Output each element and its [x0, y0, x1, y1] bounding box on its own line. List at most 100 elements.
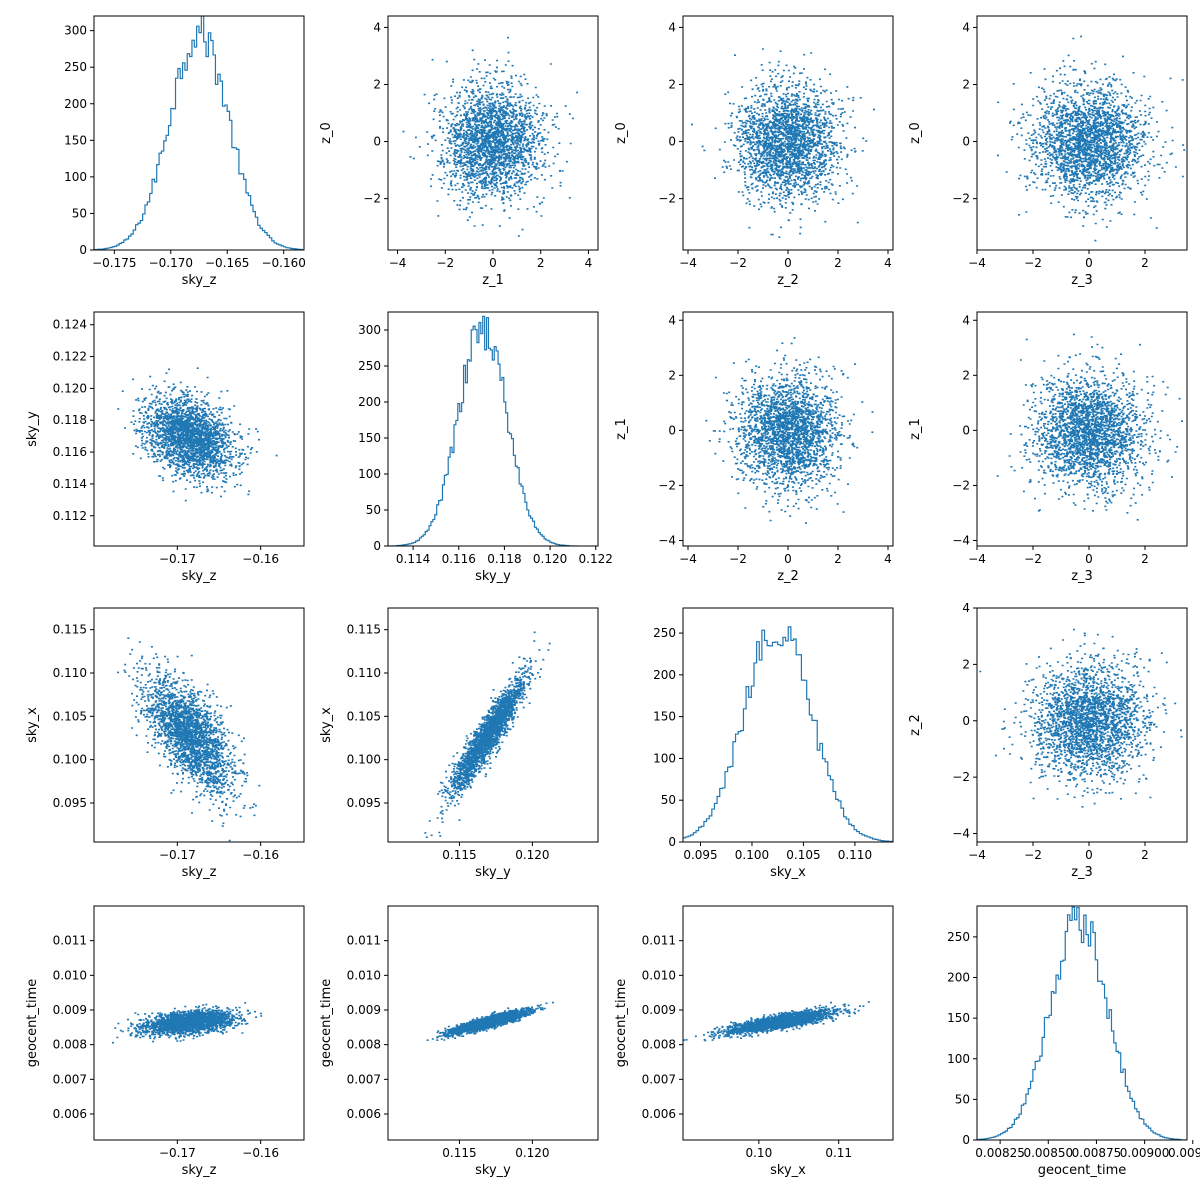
- x-tick-label: −0.16: [242, 1146, 279, 1160]
- x-tick-label: −2: [1024, 552, 1042, 566]
- y-tick-label: 0: [962, 1133, 970, 1147]
- y-tick-label: −4: [658, 533, 676, 547]
- y-tick-label: −2: [952, 478, 970, 492]
- x-axis-label: sky_z: [182, 1163, 217, 1178]
- y-tick-label: 150: [64, 133, 87, 147]
- axes-frame: [976, 905, 1188, 1141]
- plot-area-p00: [94, 16, 304, 250]
- plot-area-p10: [117, 367, 278, 502]
- x-tick-label: 0: [784, 552, 792, 566]
- y-axis-label: z_1: [614, 418, 629, 440]
- y-tick-label: 2: [962, 77, 970, 91]
- x-tick-label: 0.00825: [975, 1146, 1025, 1160]
- y-tick-label: −4: [952, 533, 970, 547]
- x-tick-label: −0.16: [242, 552, 279, 566]
- y-axis-label: z_1: [908, 418, 923, 440]
- x-axis-label: sky_z: [182, 865, 217, 880]
- x-axis-label: sky_z: [182, 273, 217, 288]
- histogram-step-line: [94, 16, 304, 250]
- x-tick-label: 0.100: [735, 848, 769, 862]
- x-tick-label: −0.17: [159, 848, 196, 862]
- y-axis-label: z_2: [908, 714, 923, 736]
- y-tick-label: 0.100: [347, 753, 381, 767]
- x-tick-label: 0.120: [515, 1146, 549, 1160]
- x-tick-label: −4: [389, 256, 407, 270]
- y-tick-label: 200: [64, 97, 87, 111]
- y-tick-label: 150: [947, 1011, 970, 1025]
- y-tick-label: 300: [64, 24, 87, 38]
- scatter-points: [691, 48, 875, 239]
- x-tick-label: 4: [884, 552, 892, 566]
- histogram-step-line: [388, 315, 579, 546]
- y-axis-label: z_0: [908, 122, 923, 144]
- plot-area-p22: [683, 626, 893, 842]
- histogram-step-line: [683, 626, 893, 842]
- y-tick-label: 4: [962, 601, 970, 615]
- x-tick-label: 0.110: [838, 848, 872, 862]
- plot-area-p01: [402, 36, 579, 237]
- y-tick-label: 2: [962, 368, 970, 382]
- y-tick-label: 0: [962, 135, 970, 149]
- x-tick-label: −0.170: [149, 256, 193, 270]
- x-tick-label: −0.175: [92, 256, 136, 270]
- y-tick-label: 0.009: [642, 1003, 676, 1017]
- y-tick-label: 0.008: [642, 1038, 676, 1052]
- x-axis-label: z_2: [777, 273, 799, 288]
- y-axis-label: sky_x: [25, 707, 40, 743]
- y-tick-label: −2: [952, 192, 970, 206]
- y-tick-label: 0.009: [347, 1003, 381, 1017]
- axes-frame: [682, 607, 894, 843]
- y-tick-label: 0.011: [642, 934, 676, 948]
- y-tick-label: 0.114: [53, 477, 87, 491]
- y-tick-label: 250: [947, 930, 970, 944]
- x-tick-label: −2: [1024, 848, 1042, 862]
- y-tick-label: 0.007: [347, 1072, 381, 1086]
- y-tick-label: 50: [72, 206, 87, 220]
- y-tick-label: 100: [947, 1052, 970, 1066]
- x-axis-label: geocent_time: [1038, 1163, 1127, 1178]
- x-axis-label: sky_y: [475, 865, 511, 880]
- y-tick-label: 0.120: [53, 381, 87, 395]
- y-tick-label: 0.115: [53, 623, 87, 637]
- y-tick-label: −2: [658, 192, 676, 206]
- y-tick-label: 50: [366, 503, 381, 517]
- y-tick-label: 200: [947, 971, 970, 985]
- x-tick-label: −0.17: [159, 1146, 196, 1160]
- x-tick-label: 0.120: [533, 552, 567, 566]
- y-tick-label: 200: [358, 395, 381, 409]
- y-axis-label: z_0: [319, 122, 334, 144]
- x-tick-label: 2: [537, 256, 545, 270]
- x-tick-label: 0.122: [579, 552, 613, 566]
- y-tick-label: 250: [653, 626, 676, 640]
- y-tick-label: 0.115: [347, 623, 381, 637]
- x-tick-label: −4: [968, 848, 986, 862]
- y-tick-label: 250: [358, 359, 381, 373]
- plot-area-p11: [388, 315, 579, 546]
- plot-area-p21: [424, 631, 551, 838]
- x-tick-label: −4: [679, 256, 697, 270]
- x-axis-label: sky_x: [770, 865, 806, 880]
- x-tick-label: 0: [489, 256, 497, 270]
- plot-area-p20: [117, 637, 261, 842]
- x-tick-label: 2: [1141, 848, 1149, 862]
- x-tick-label: 0.095: [683, 848, 717, 862]
- y-tick-label: 0.008: [53, 1038, 87, 1052]
- y-tick-label: 4: [668, 20, 676, 34]
- x-tick-label: 0.11: [825, 1146, 852, 1160]
- x-tick-label: 4: [585, 256, 593, 270]
- x-tick-label: −2: [729, 552, 747, 566]
- scatter-points: [996, 333, 1183, 521]
- y-tick-label: 0: [962, 714, 970, 728]
- y-tick-label: 0.095: [347, 796, 381, 810]
- panel-p01: −4 −2 0 2 4 −2 0 2 4 z_1 z_0: [319, 15, 599, 288]
- x-axis-label: z_3: [1071, 273, 1093, 288]
- scatter-points: [683, 1001, 870, 1042]
- y-tick-label: 4: [962, 313, 970, 327]
- y-tick-label: 0.011: [347, 934, 381, 948]
- scatter-points: [402, 36, 579, 237]
- y-tick-label: 150: [653, 710, 676, 724]
- x-tick-label: 0: [784, 256, 792, 270]
- axes-frame: [682, 905, 894, 1141]
- x-tick-label: −4: [679, 552, 697, 566]
